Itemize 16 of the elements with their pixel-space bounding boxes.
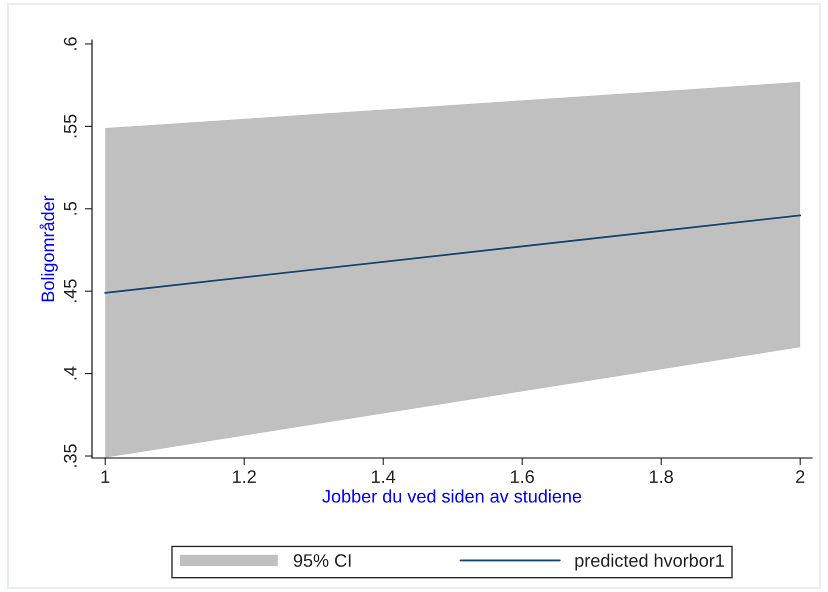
x-tick-label: 1.4 <box>372 470 396 483</box>
x-tick-label: 1.8 <box>650 470 673 484</box>
x-axis-title: Jobber du ved siden av studiene <box>322 489 582 503</box>
x-tick-label: 2 <box>796 470 804 483</box>
x-tick-label: 1 <box>102 470 110 483</box>
y-tick-label: .5 <box>64 202 77 215</box>
y-tick-label: .4 <box>64 366 76 380</box>
text: 95% CI <box>294 554 351 567</box>
y-tick-label: .55 <box>64 114 77 138</box>
y-tick-label: .45 <box>64 279 77 302</box>
x-tick-label: 1.2 <box>233 470 256 483</box>
text: predicted hvorbor1 <box>575 554 724 570</box>
y-tick-label: .6 <box>64 37 77 50</box>
y-tick-label: .35 <box>64 444 77 467</box>
y-axis-title: Boligområder <box>40 196 58 302</box>
x-tick-label: 1.6 <box>511 470 534 484</box>
